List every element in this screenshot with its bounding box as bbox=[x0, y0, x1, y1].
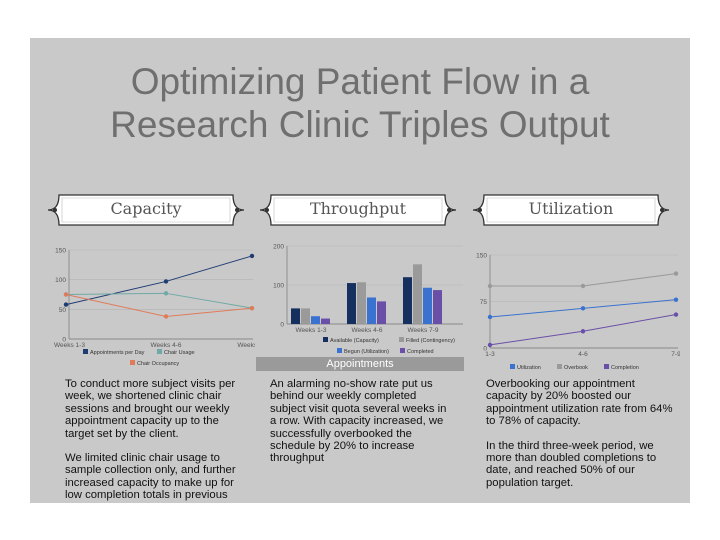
bar bbox=[321, 318, 330, 324]
x-tick-label: 7-9 bbox=[671, 351, 680, 358]
bar bbox=[423, 287, 432, 324]
x-tick-label: Weeks 7-9 bbox=[408, 327, 439, 334]
y-tick-label: 50 bbox=[59, 307, 67, 314]
legend-swatch bbox=[510, 364, 515, 369]
capacity-line-chart: 0 50 100 150 Weeks 1-3 Weeks 4-6 Weeks 7- Appoi… bbox=[54, 248, 255, 368]
bar bbox=[301, 308, 310, 324]
data-point bbox=[487, 314, 493, 320]
y-tick-label: 0 bbox=[483, 346, 487, 353]
slide-title-line-1: Optimizing Patient Flow in a bbox=[130, 61, 590, 102]
legend-swatch bbox=[557, 364, 562, 369]
capacity-heading: Capacity bbox=[110, 199, 182, 218]
throughput-body: An alarming no-show rate put us behind o… bbox=[270, 378, 455, 477]
y-tick-label: 150 bbox=[55, 248, 66, 255]
legend-swatch bbox=[157, 349, 162, 354]
y-tick-label: 150 bbox=[476, 253, 487, 260]
banner-frame-icon bbox=[47, 194, 245, 226]
appointments-caption: Appointments bbox=[256, 357, 464, 371]
y-tick-label: 0 bbox=[280, 322, 284, 329]
bar bbox=[357, 282, 366, 324]
legend-swatch bbox=[400, 348, 405, 353]
data-point bbox=[673, 312, 679, 317]
utilization-banner: Utilization bbox=[470, 192, 672, 228]
legend-swatch bbox=[130, 360, 135, 365]
capacity-paragraph-2: We limited clinic chair usage to sample … bbox=[65, 452, 236, 503]
data-point bbox=[163, 279, 169, 284]
utilization-heading: Utilization bbox=[528, 199, 614, 218]
legend-label: Available (Capacity) bbox=[330, 338, 379, 344]
x-tick-label: Weeks 4-6 bbox=[151, 342, 182, 349]
y-tick-label: 200 bbox=[273, 244, 284, 251]
throughput-heading: Throughput bbox=[309, 199, 407, 218]
bar bbox=[413, 264, 422, 324]
slide-title: Optimizing Patient Flow in a Research Cl… bbox=[30, 60, 690, 146]
legend-label: Overbook bbox=[564, 365, 588, 371]
legend-swatch bbox=[399, 337, 404, 342]
data-point bbox=[580, 306, 586, 311]
data-point bbox=[63, 302, 69, 307]
data-point bbox=[249, 305, 255, 311]
slide-title-line-2: Research Clinic Triples Output bbox=[110, 104, 610, 145]
data-point bbox=[163, 291, 169, 296]
utilization-paragraph-2: In the third three-week period, we more … bbox=[486, 439, 657, 489]
legend-label: Chair Usage bbox=[164, 350, 195, 356]
legend-swatch bbox=[323, 337, 328, 342]
legend-label: Chair Occupancy bbox=[137, 361, 179, 367]
x-tick-label: 1-3 bbox=[485, 351, 495, 358]
utilization-paragraph-1: Overbooking our appointment capacity by … bbox=[486, 378, 673, 428]
y-tick-label: 0 bbox=[62, 337, 66, 344]
data-point bbox=[487, 283, 493, 289]
bar bbox=[347, 283, 356, 324]
x-tick-label: 4-6 bbox=[578, 351, 588, 358]
legend-label: Filled (Contingency) bbox=[406, 338, 455, 344]
utilization-line-chart: 0 75 150 1-3 4-6 7-9 Utilization Overbook Comple… bbox=[476, 253, 680, 372]
data-point bbox=[580, 329, 586, 334]
bar bbox=[311, 316, 320, 324]
y-tick-label: 100 bbox=[55, 277, 66, 284]
x-tick-label: Weeks 1-3 bbox=[296, 327, 327, 334]
bar bbox=[433, 290, 442, 324]
data-point bbox=[487, 342, 493, 348]
legend-label: Begun (Utilization) bbox=[344, 349, 389, 355]
bar bbox=[367, 297, 376, 324]
x-tick-label: Weeks 1-3 bbox=[54, 342, 85, 349]
slide: Optimizing Patient Flow in a Research Cl… bbox=[30, 38, 690, 503]
x-tick-label: Weeks 7- bbox=[237, 342, 255, 349]
bar bbox=[377, 301, 386, 324]
legend-label: Utilization bbox=[517, 365, 541, 371]
series-line bbox=[65, 255, 253, 306]
throughput-bar-chart: 0 100 200 Weeks 1-3 Weeks 4-6 Weeks 7-9 Availa… bbox=[273, 244, 463, 355]
y-tick-label: 100 bbox=[273, 283, 284, 290]
data-point bbox=[163, 314, 169, 319]
y-tick-label: 75 bbox=[480, 299, 488, 306]
capacity-banner: Capacity bbox=[45, 192, 247, 228]
data-point bbox=[63, 292, 69, 297]
legend-swatch bbox=[604, 364, 609, 369]
x-tick-label: Weeks 4-6 bbox=[352, 327, 383, 334]
legend-label: Completed bbox=[407, 349, 434, 355]
bar bbox=[403, 277, 412, 324]
legend-label: Completion bbox=[611, 365, 639, 371]
throughput-banner: Throughput bbox=[257, 192, 459, 228]
data-point bbox=[580, 283, 586, 289]
banner-frame-icon bbox=[259, 194, 457, 226]
throughput-paragraph-1: An alarming no-show rate put us behind o… bbox=[270, 378, 447, 465]
data-point bbox=[673, 297, 679, 302]
legend-label: Appointments per Day bbox=[90, 350, 145, 356]
data-point bbox=[673, 271, 679, 276]
capacity-paragraph-1: To conduct more subject visits per week,… bbox=[65, 378, 236, 440]
bar bbox=[291, 308, 300, 324]
legend-swatch bbox=[337, 348, 342, 353]
utilization-body: Overbooking our appointment capacity by … bbox=[486, 378, 674, 501]
capacity-body: To conduct more subject visits per week,… bbox=[65, 378, 250, 503]
legend-swatch bbox=[83, 349, 88, 354]
data-point bbox=[249, 253, 255, 259]
banner-frame-icon bbox=[472, 194, 670, 226]
